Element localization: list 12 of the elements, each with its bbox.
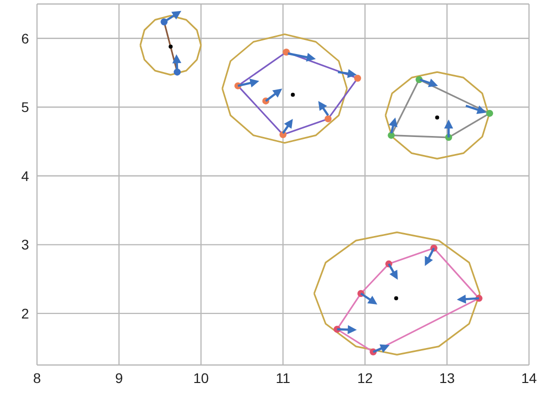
x-tick-label: 14 xyxy=(521,370,537,386)
x-tick-label: 11 xyxy=(276,370,290,386)
x-tick-label: 9 xyxy=(115,370,124,386)
x-tick-label: 8 xyxy=(33,370,42,386)
y-tick-label: 5 xyxy=(21,99,30,116)
y-tick-label: 4 xyxy=(21,168,30,184)
x-tick-label: 12 xyxy=(357,370,373,386)
x-tick-label: 10 xyxy=(193,370,209,386)
y-tick-label: 6 xyxy=(21,30,30,46)
y-tick-label: 2 xyxy=(21,305,30,322)
x-tick-label: 13 xyxy=(439,370,455,386)
y-tick-label: 3 xyxy=(21,236,30,253)
